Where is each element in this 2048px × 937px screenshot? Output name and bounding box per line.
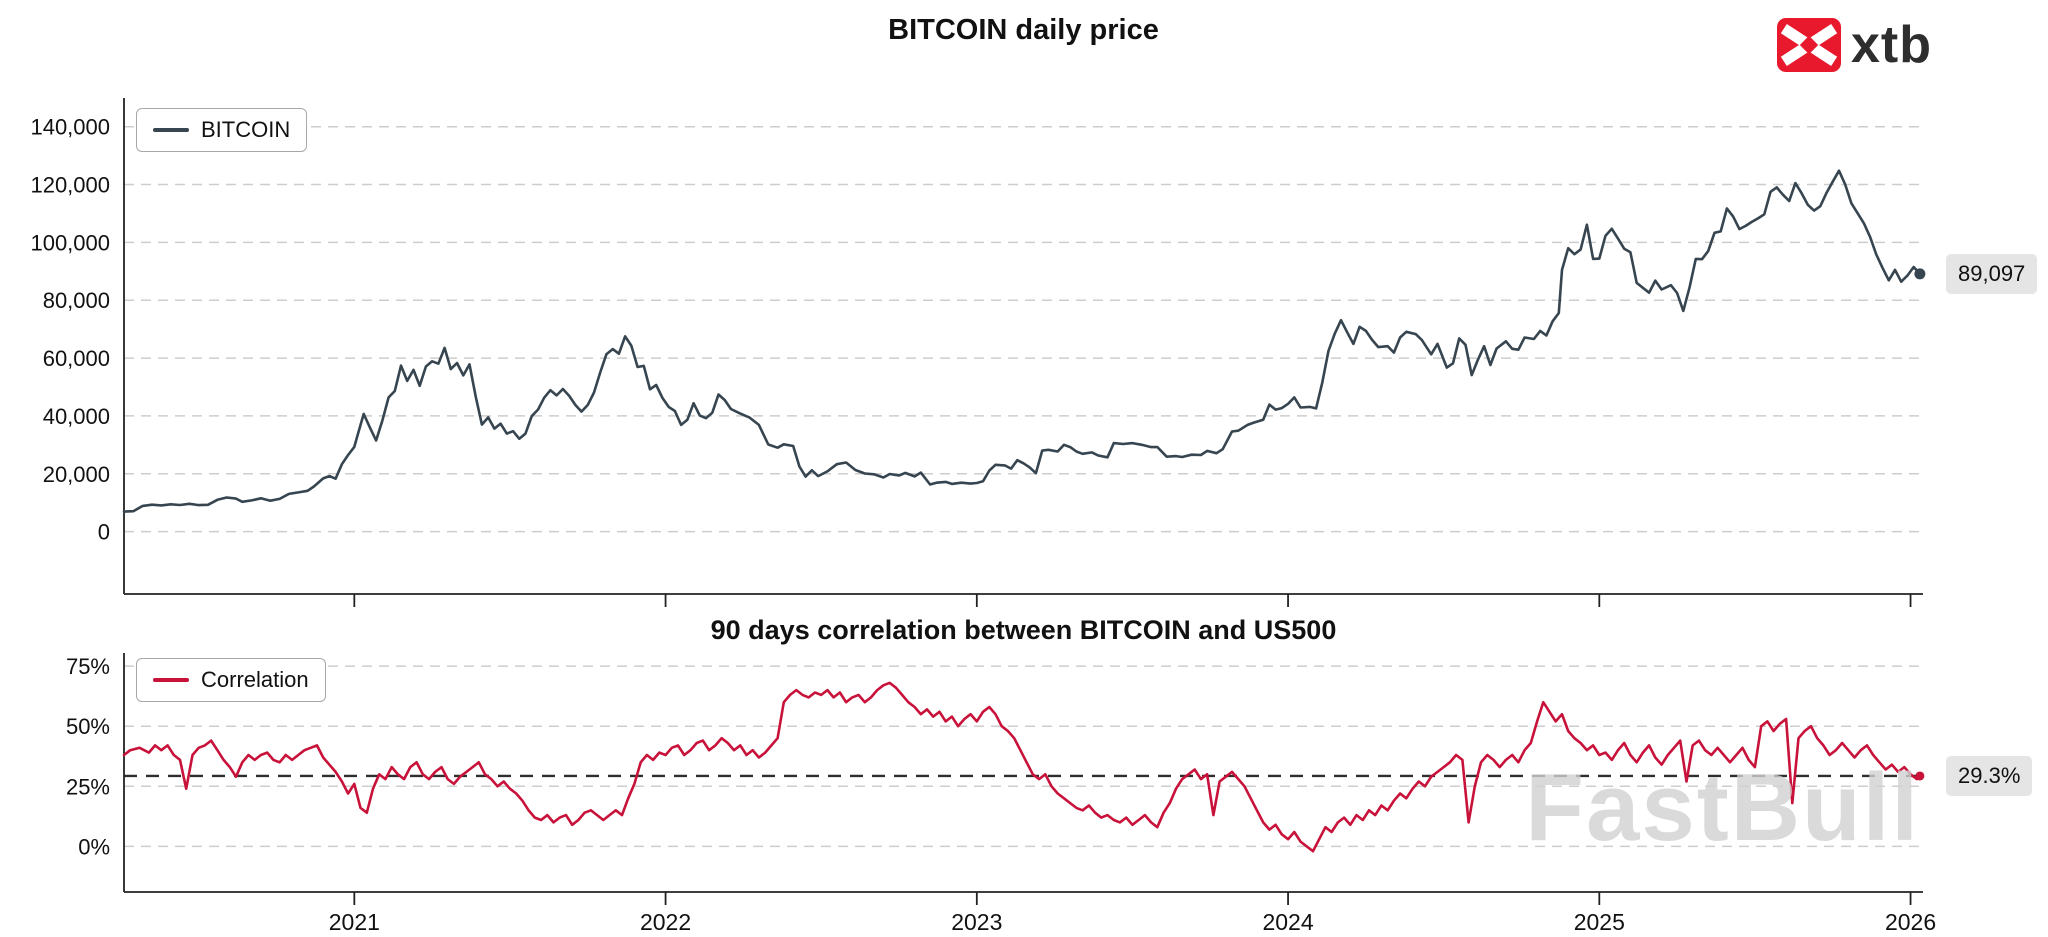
x-tick-label: 2024 — [1262, 909, 1313, 935]
correlation-legend-label: Correlation — [201, 667, 309, 692]
x-tick-label: 2026 — [1885, 909, 1936, 935]
xtb-logo-text: xtb — [1851, 16, 1932, 74]
price-chart-title: BITCOIN daily price — [888, 14, 1159, 46]
y-tick-label: 40,000 — [43, 404, 110, 429]
price-legend: BITCOIN — [136, 108, 308, 152]
price-last-value-badge: 89,097 — [1946, 253, 2038, 294]
y-tick-label: 75% — [66, 654, 110, 679]
y-tick-label: 0 — [98, 520, 110, 545]
x-tick-label: 2021 — [329, 909, 380, 935]
correlation-legend-line-swatch — [153, 678, 189, 682]
xtb-logo-icon — [1777, 18, 1841, 72]
y-tick-label: 25% — [66, 774, 110, 799]
y-tick-label: 0% — [78, 834, 110, 859]
y-tick-label: 60,000 — [43, 346, 110, 371]
xtb-logo: xtb — [1777, 18, 1932, 72]
y-tick-label: 50% — [66, 714, 110, 739]
x-tick-label: 2022 — [640, 909, 691, 935]
last-point-dot — [1915, 771, 1925, 781]
correlation-legend: Correlation — [136, 658, 326, 702]
y-tick-label: 140,000 — [30, 115, 110, 140]
bitcoin-line — [122, 169, 1922, 513]
correlation-last-value-badge: 29.3% — [1946, 755, 2033, 796]
x-tick-label: 2025 — [1574, 909, 1625, 935]
correlation-chart-title: 90 days correlation between BITCOIN and … — [710, 615, 1337, 645]
last-point-dot — [1914, 268, 1926, 280]
correlation-line — [122, 681, 1922, 853]
y-tick-label: 100,000 — [30, 230, 110, 255]
price-legend-label: BITCOIN — [201, 117, 291, 142]
x-tick-label: 2023 — [951, 909, 1002, 935]
y-tick-label: 120,000 — [30, 173, 110, 198]
price-legend-line-swatch — [153, 128, 189, 132]
y-tick-label: 80,000 — [43, 288, 110, 313]
y-tick-label: 20,000 — [43, 462, 110, 487]
